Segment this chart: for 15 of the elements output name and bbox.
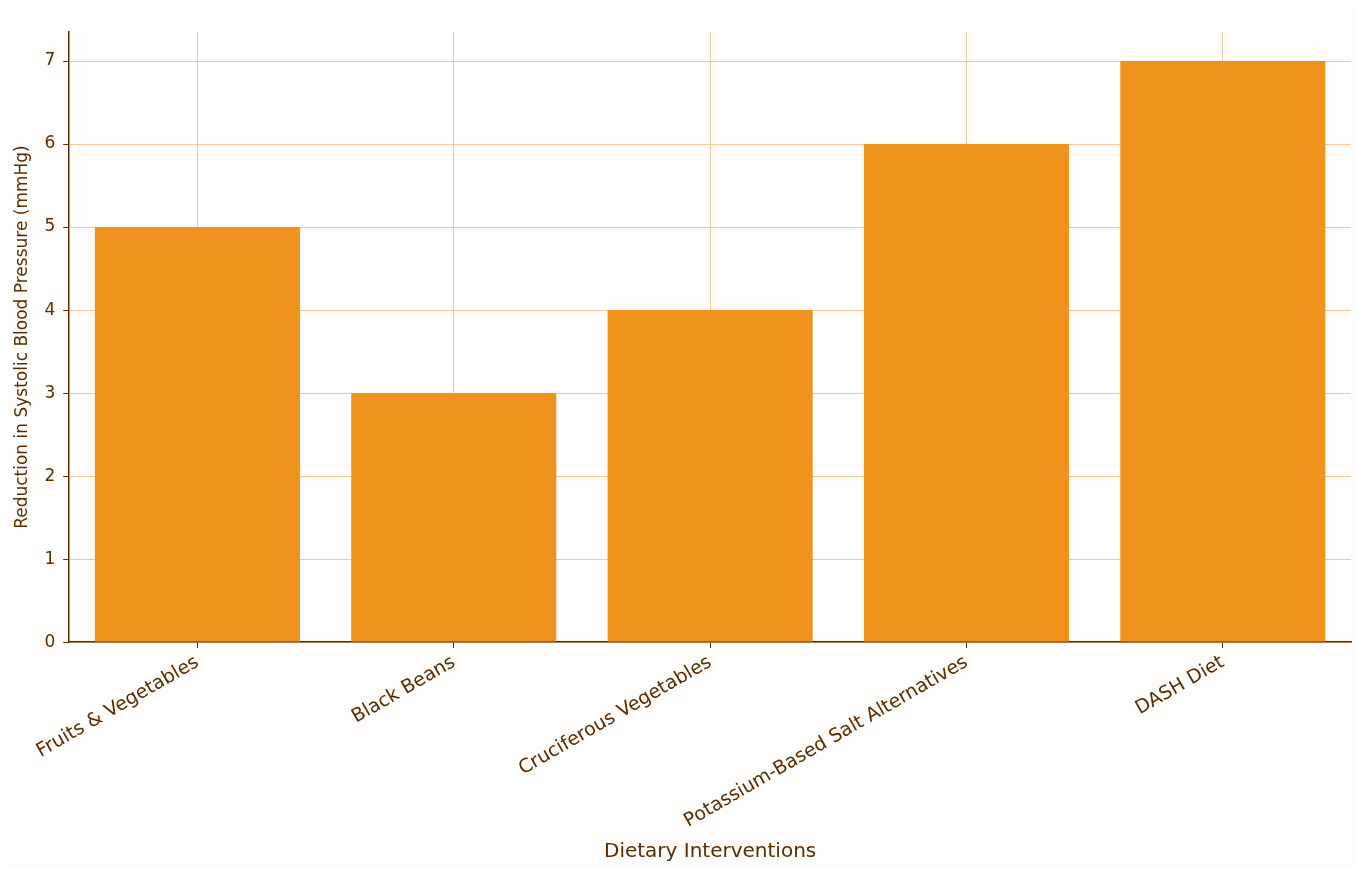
bar (863, 144, 1070, 642)
y-tick-label: 7 (44, 49, 56, 70)
y-tick-label: 2 (44, 464, 56, 485)
y-tick-label: 1 (44, 547, 56, 568)
y-tick-label: 5 (44, 215, 56, 236)
y-tick-label: 3 (44, 381, 56, 402)
bar (351, 393, 557, 642)
y-tick-label: 4 (44, 298, 56, 319)
y-axis-title: Reduction in Systolic Blood Pressure (mmHg) (10, 145, 31, 529)
bar (607, 310, 813, 642)
y-tick-label: 6 (44, 132, 56, 153)
bar (94, 227, 300, 642)
bar (1120, 61, 1326, 642)
x-axis-title: Dietary Interventions (603, 838, 817, 863)
y-tick-label: 0 (44, 630, 56, 651)
